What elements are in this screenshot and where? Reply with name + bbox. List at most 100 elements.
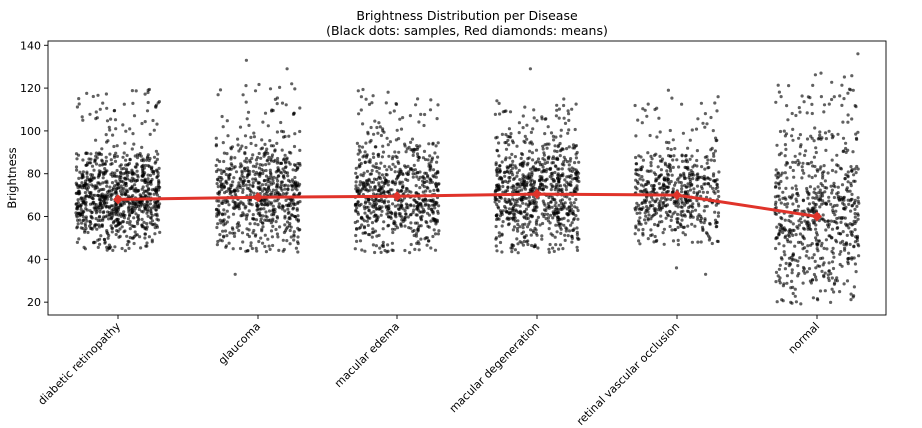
sample-point — [103, 240, 107, 244]
sample-point — [848, 242, 852, 246]
sample-point — [571, 146, 575, 150]
sample-point — [564, 229, 568, 233]
sample-point — [777, 181, 781, 185]
sample-point — [821, 217, 825, 221]
sample-point — [565, 147, 569, 151]
sample-point — [77, 237, 81, 241]
sample-point — [109, 224, 113, 228]
sample-point — [152, 155, 157, 159]
sample-point — [102, 210, 106, 214]
sample-point — [105, 248, 109, 252]
sample-point — [497, 231, 501, 235]
sample-point — [368, 216, 372, 220]
sample-point — [424, 189, 428, 193]
sample-point — [671, 187, 675, 191]
sample-point — [279, 185, 283, 189]
sample-point — [518, 178, 522, 182]
sample-point — [292, 163, 297, 167]
sample-point — [555, 215, 560, 219]
sample-point — [143, 236, 147, 240]
sample-point — [677, 165, 681, 169]
sample-point — [266, 158, 270, 162]
sample-point — [273, 158, 277, 162]
sample-point — [430, 209, 434, 213]
sample-point — [515, 174, 519, 178]
sample-point — [288, 242, 292, 246]
sample-point — [96, 218, 100, 223]
sample-point — [695, 158, 699, 163]
sample-point — [637, 228, 641, 232]
sample-point — [500, 224, 504, 228]
sample-point — [75, 207, 79, 211]
sample-point — [215, 199, 219, 203]
sample-point — [561, 247, 565, 251]
sample-point — [559, 184, 563, 188]
sample-point — [702, 209, 706, 213]
sample-point — [240, 231, 245, 235]
sample-point — [110, 181, 115, 185]
sample-point — [573, 127, 577, 132]
sample-point — [634, 226, 638, 230]
sample-point — [356, 186, 360, 190]
sample-point — [842, 282, 846, 286]
sample-point — [116, 206, 120, 210]
sample-point — [428, 189, 432, 193]
sample-point — [646, 151, 650, 155]
sample-point — [504, 206, 508, 210]
sample-point — [362, 154, 366, 158]
sample-point — [140, 145, 144, 149]
sample-point — [528, 167, 533, 171]
sample-point — [640, 165, 645, 169]
sample-point — [150, 219, 155, 223]
sample-point — [830, 136, 835, 140]
sample-point — [146, 88, 150, 92]
sample-point — [270, 235, 274, 239]
sample-point — [228, 192, 232, 196]
sample-point — [128, 213, 132, 217]
sample-point — [242, 203, 246, 207]
sample-point — [295, 208, 299, 212]
sample-point — [635, 180, 640, 184]
sample-point — [575, 184, 579, 188]
sample-point — [274, 227, 278, 232]
sample-point — [411, 172, 415, 176]
sample-point — [124, 167, 129, 171]
sample-point — [379, 250, 383, 254]
sample-point — [111, 204, 115, 208]
sample-point — [97, 225, 102, 229]
sample-point — [90, 178, 94, 182]
sample-point — [818, 264, 822, 268]
sample-point — [781, 299, 785, 303]
sample-point — [779, 95, 783, 99]
sample-point — [793, 160, 798, 164]
y-tick-label: 140 — [20, 39, 41, 52]
sample-point — [409, 166, 413, 171]
sample-point — [408, 213, 413, 217]
sample-point — [112, 210, 116, 214]
sample-point — [372, 177, 377, 181]
sample-point — [844, 141, 848, 145]
sample-point — [801, 234, 805, 238]
sample-point — [355, 227, 359, 231]
sample-point — [524, 217, 529, 221]
sample-point — [504, 133, 508, 137]
sample-point — [551, 155, 556, 159]
sample-point — [245, 160, 249, 164]
sample-point — [850, 204, 854, 208]
sample-point — [418, 175, 422, 179]
sample-point — [227, 215, 231, 219]
sample-point — [651, 198, 655, 202]
sample-point — [292, 238, 296, 242]
sample-point — [98, 242, 102, 246]
sample-point — [84, 151, 88, 156]
sample-point — [83, 191, 87, 195]
sample-point — [417, 224, 421, 228]
sample-point — [151, 118, 155, 123]
sample-point — [225, 152, 229, 156]
sample-point — [846, 120, 850, 124]
sample-point — [574, 197, 578, 202]
sample-point — [662, 242, 666, 246]
sample-point — [94, 203, 98, 207]
sample-point — [248, 222, 252, 226]
sample-point — [795, 199, 799, 203]
